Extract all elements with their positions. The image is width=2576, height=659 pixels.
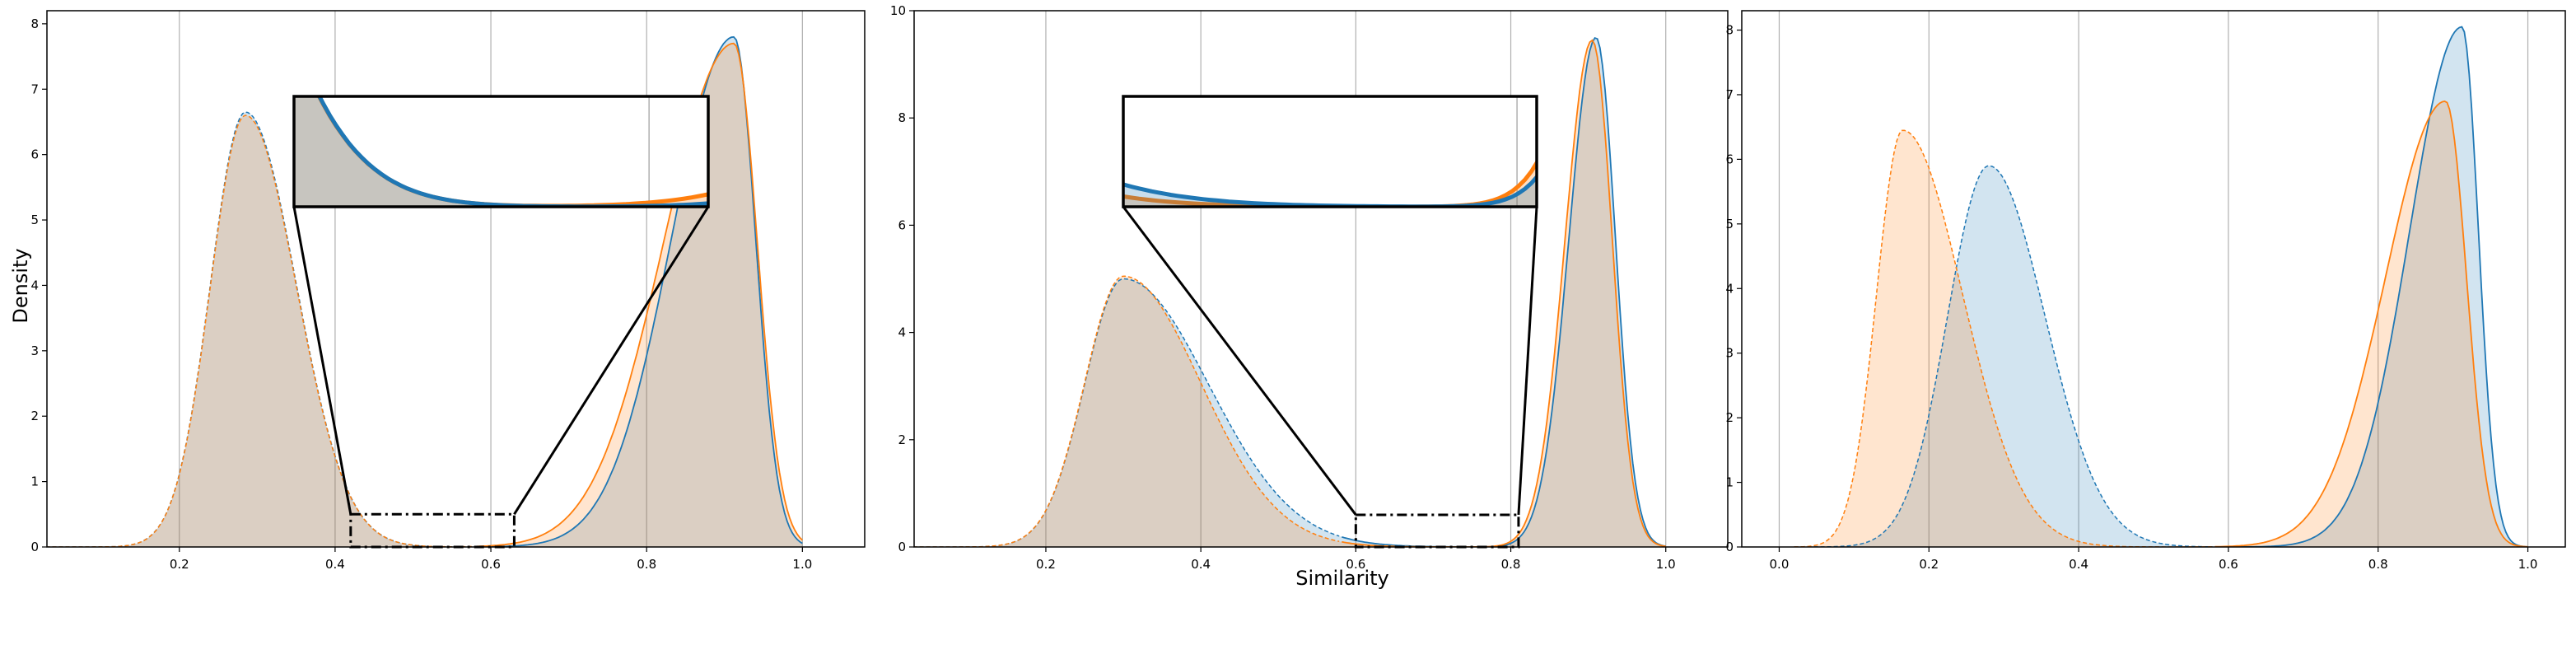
x-tick-label: 0.6 [1346, 557, 1365, 572]
y-tick-label: 1 [30, 474, 39, 489]
y-tick-label: 7 [30, 82, 39, 96]
inset-frame [292, 95, 710, 208]
x-tick-label: 1.0 [792, 557, 812, 572]
x-tick-label: 0.6 [481, 557, 501, 572]
density-line-solid-series-1 [1342, 37, 1666, 547]
y-tick-label: 3 [30, 344, 39, 358]
density-area-series-2 [47, 43, 803, 547]
x-tick-label: 0.4 [1191, 557, 1211, 572]
y-tick-label: 10 [890, 3, 906, 18]
x-tick-label: 0.2 [170, 557, 189, 572]
y-tick-label: 2 [1725, 410, 1734, 425]
plot-frame [913, 10, 1729, 548]
zoom-connector [292, 206, 352, 515]
y-tick-label: 0 [898, 540, 906, 554]
density-line-dashed-series-1 [914, 278, 1340, 547]
y-tick-label: 6 [30, 147, 39, 162]
y-axis-label: Density [9, 248, 32, 323]
x-axis-label: Similarity [1295, 567, 1388, 590]
x-tick-label: 1.0 [2518, 557, 2538, 572]
density-line-dashed-series-2 [914, 275, 1340, 547]
density-line-dashed-series-1 [1794, 165, 2213, 547]
chart-panel-3: 0.0 0.2 0.4 0.6 0.8 1.0 0 1 2 3 4 5 6 7 8 [1725, 10, 2566, 572]
density-area-series-2 [914, 40, 1666, 547]
y-tick-label: 5 [1725, 217, 1734, 231]
chart-panel-1: 0.2 0.4 0.6 0.8 1.0 0 1 2 3 4 5 6 7 8 [30, 10, 866, 572]
zoom-region [349, 512, 516, 549]
x-tick-label: 1.0 [1656, 557, 1676, 572]
y-tick-label: 6 [898, 217, 906, 232]
y-tick-label: 0 [1725, 540, 1734, 554]
x-tick-label: 0.8 [2368, 557, 2388, 572]
chart-panel-2: 0.2 0.4 0.6 0.8 1.0 0 2 4 6 8 10 [890, 3, 1729, 572]
density-line-solid-series-2 [2214, 100, 2528, 547]
zoom-region [1354, 513, 1520, 549]
inset-area-series-1 [294, 96, 708, 207]
y-tick-label: 5 [30, 213, 39, 227]
y-tick-label: 0 [30, 540, 39, 554]
inset-area-series-2 [294, 96, 708, 207]
x-tick-label: 0.0 [1770, 557, 1790, 572]
y-tick-label: 4 [898, 325, 906, 340]
y-tick-label: 6 [1725, 152, 1734, 166]
zoom-inset [292, 95, 710, 208]
y-tick-label: 4 [1725, 281, 1734, 296]
density-area-series-2 [1794, 100, 2528, 547]
y-tick-label: 4 [30, 278, 39, 292]
x-tick-label: 0.8 [1501, 557, 1521, 572]
y-tick-label: 7 [1725, 87, 1734, 102]
y-tick-label: 2 [898, 432, 906, 447]
x-tick-label: 0.4 [2069, 557, 2088, 572]
y-tick-label: 3 [1725, 346, 1734, 361]
inset-frame [1122, 95, 1538, 208]
y-tick-label: 8 [1725, 23, 1734, 38]
y-tick-label: 8 [898, 110, 906, 125]
zoom-connector [513, 206, 710, 516]
zoom-connector [1517, 206, 1538, 516]
x-tick-label: 0.8 [637, 557, 656, 572]
x-tick-label: 0.2 [1036, 557, 1056, 572]
zoom-connector [1122, 206, 1357, 516]
x-tick-label: 0.4 [325, 557, 345, 572]
density-area-series-1 [47, 36, 803, 547]
y-tick-label: 2 [30, 409, 39, 423]
y-tick-label: 1 [1725, 475, 1734, 490]
y-tick-label: 8 [30, 16, 39, 31]
x-tick-label: 0.6 [2219, 557, 2238, 572]
density-area-series-1 [1794, 26, 2528, 547]
density-area-series-1 [914, 38, 1666, 547]
zoom-inset [1122, 95, 1538, 208]
density-line-solid-series-2 [476, 42, 803, 547]
x-tick-label: 0.2 [1919, 557, 1939, 572]
plot-frame [1741, 10, 2566, 548]
